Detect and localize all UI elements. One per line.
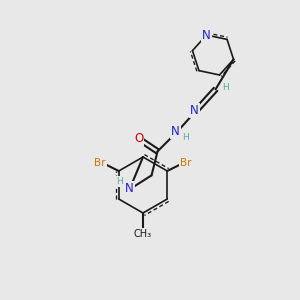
Text: Br: Br bbox=[94, 158, 106, 168]
Text: N: N bbox=[171, 125, 180, 138]
Text: N: N bbox=[202, 28, 211, 41]
Text: N: N bbox=[190, 104, 199, 117]
Text: N: N bbox=[125, 182, 134, 195]
Text: H: H bbox=[222, 83, 229, 92]
Text: Br: Br bbox=[181, 158, 192, 168]
Text: O: O bbox=[134, 132, 143, 145]
Text: H: H bbox=[116, 177, 123, 186]
Text: H: H bbox=[182, 133, 189, 142]
Text: CH₃: CH₃ bbox=[134, 229, 152, 239]
